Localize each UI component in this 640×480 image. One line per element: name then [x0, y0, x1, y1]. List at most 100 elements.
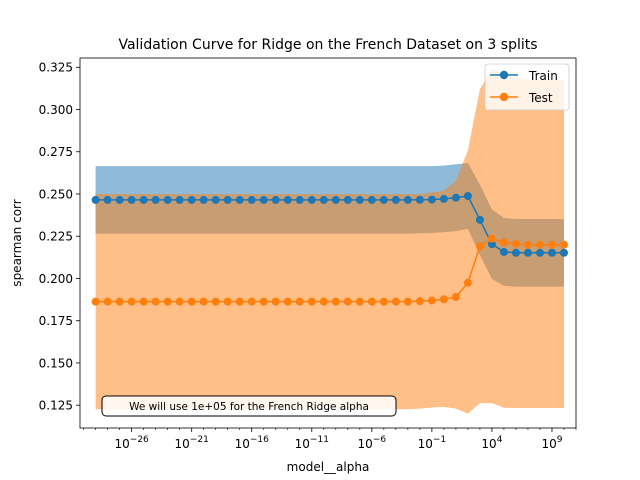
legend-train-marker — [499, 70, 509, 80]
y-tick-label: 0.250 — [39, 187, 73, 201]
test-point — [247, 297, 256, 306]
train-point — [175, 195, 184, 204]
x-axis: 10−26 10−21 10−16 10−11 10−6 10−1 104 109 — [83, 428, 577, 451]
train-point — [127, 195, 136, 204]
annotation-box — [101, 395, 397, 417]
test-point — [415, 297, 424, 306]
train-point — [439, 194, 448, 203]
test-point — [211, 297, 220, 306]
train-point — [547, 248, 556, 257]
test-point — [451, 293, 460, 302]
y-tick-label: 0.200 — [39, 272, 73, 286]
train-point — [283, 195, 292, 204]
train-point — [535, 248, 544, 257]
test-point — [331, 297, 340, 306]
test-point — [439, 295, 448, 304]
y-tick-label: 0.325 — [39, 61, 73, 75]
test-point — [259, 297, 268, 306]
test-point — [283, 297, 292, 306]
train-point — [475, 215, 484, 224]
test-point — [187, 297, 196, 306]
test-point — [463, 278, 472, 287]
test-point — [103, 297, 112, 306]
train-point — [415, 195, 424, 204]
annotation: We will use 1e+05 for the French Ridge a… — [101, 395, 397, 417]
legend-test-marker — [499, 92, 509, 102]
train-point — [463, 192, 472, 201]
x-tick-label: 10−11 — [295, 435, 329, 451]
y-tick-label: 0.175 — [39, 314, 73, 328]
train-point — [91, 195, 100, 204]
train-point — [211, 195, 220, 204]
x-tick-label: 109 — [541, 435, 562, 451]
train-point — [307, 195, 316, 204]
train-point — [331, 195, 340, 204]
test-point — [343, 297, 352, 306]
test-point — [523, 240, 532, 249]
train-point — [115, 195, 124, 204]
test-point — [535, 240, 544, 249]
y-axis: 0.125 0.150 0.175 0.200 0.225 0.250 0.275 0.300… — [39, 61, 80, 412]
train-point — [319, 195, 328, 204]
test-point — [199, 297, 208, 306]
test-point — [151, 297, 160, 306]
legend-test-label: Test — [528, 91, 553, 105]
test-point — [559, 240, 568, 249]
x-tick-label: 10−6 — [358, 435, 387, 451]
train-point — [523, 248, 532, 257]
train-point — [355, 195, 364, 204]
test-point — [367, 297, 376, 306]
series-markers — [91, 192, 568, 306]
y-tick-label: 0.275 — [39, 145, 73, 159]
test-point — [223, 297, 232, 306]
train-point — [139, 195, 148, 204]
x-axis-label: model__alpha — [287, 460, 370, 474]
test-point — [547, 240, 556, 249]
test-point — [307, 297, 316, 306]
test-point — [403, 297, 412, 306]
test-point — [271, 297, 280, 306]
train-point — [367, 195, 376, 204]
test-point — [127, 297, 136, 306]
test-band — [95, 68, 564, 414]
test-point — [163, 297, 172, 306]
train-point — [427, 195, 436, 204]
train-point — [103, 195, 112, 204]
train-point — [379, 195, 388, 204]
test-point — [139, 297, 148, 306]
test-line — [95, 237, 564, 303]
train-point — [511, 248, 520, 257]
test-point — [391, 297, 400, 306]
train-point — [163, 195, 172, 204]
train-point — [499, 247, 508, 256]
y-axis-label: spearman corr — [10, 199, 24, 286]
test-point — [379, 297, 388, 306]
test-point — [511, 239, 520, 248]
test-point — [115, 297, 124, 306]
train-point — [271, 195, 280, 204]
x-tick-label: 10−1 — [418, 435, 447, 451]
train-point — [235, 195, 244, 204]
series-lines — [95, 195, 564, 303]
test-point — [235, 297, 244, 306]
train-point — [559, 248, 568, 257]
train-point — [403, 195, 412, 204]
train-point — [343, 195, 352, 204]
train-point — [247, 195, 256, 204]
test-point — [487, 234, 496, 243]
test-point — [427, 296, 436, 305]
y-tick-label: 0.150 — [39, 356, 73, 370]
test-point — [499, 238, 508, 247]
y-tick-label: 0.225 — [39, 230, 73, 244]
test-point — [355, 297, 364, 306]
test-point — [175, 297, 184, 306]
y-tick-label: 0.125 — [39, 398, 73, 412]
legend: Train Test — [484, 63, 570, 111]
test-point — [475, 242, 484, 251]
train-point — [223, 195, 232, 204]
confidence-bands — [95, 68, 564, 414]
y-tick-label: 0.300 — [39, 103, 73, 117]
train-point — [187, 195, 196, 204]
x-tick-label: 10−26 — [115, 435, 150, 451]
